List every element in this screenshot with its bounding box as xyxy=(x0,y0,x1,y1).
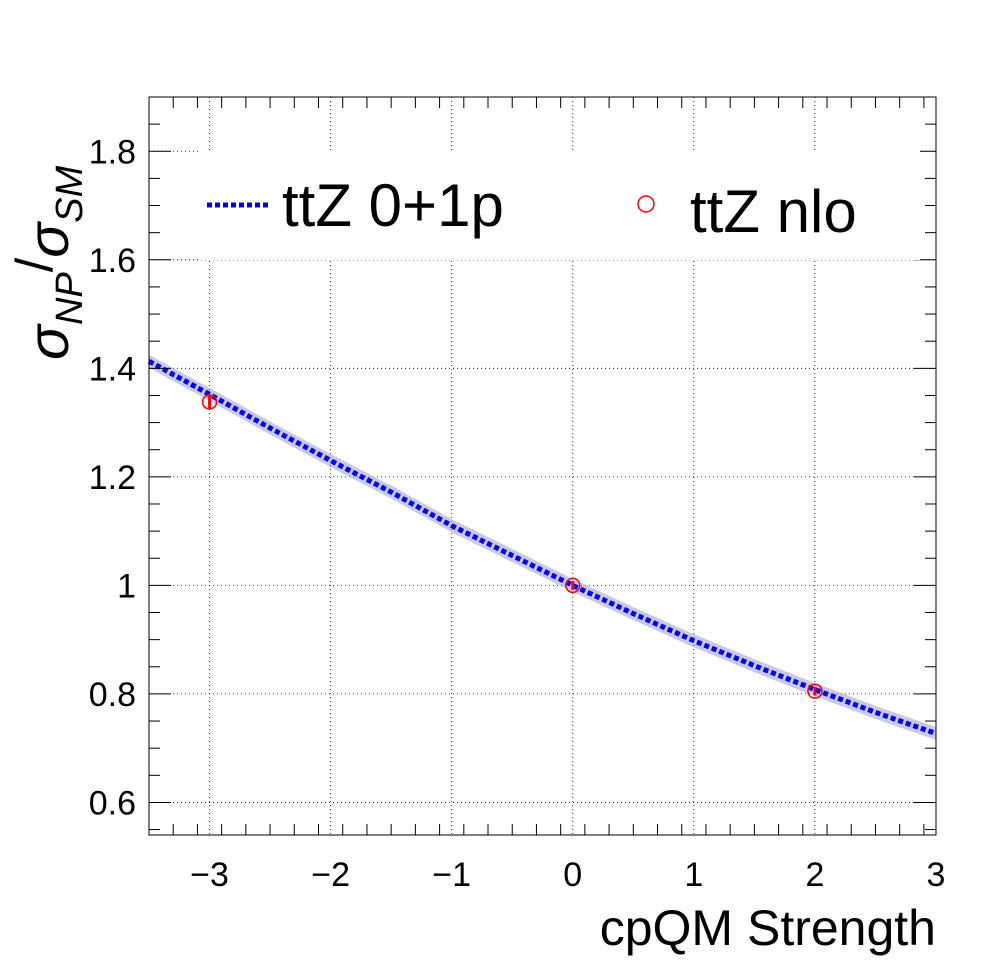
ttz-nlo-point xyxy=(807,683,823,699)
x-tick-label: −2 xyxy=(311,856,350,894)
y-axis-title-sub-num: NP xyxy=(49,272,91,325)
y-axis-title: σNP/σSM xyxy=(6,165,91,360)
y-tick-label: 1.4 xyxy=(89,350,136,388)
y-axis-title-sigma-den: σ xyxy=(16,221,81,258)
x-tick-label: 0 xyxy=(563,856,582,894)
svg-text:σNP/σSM: σNP/σSM xyxy=(6,165,91,360)
y-axis-title-sub-den: SM xyxy=(49,165,91,222)
uncertainty-band xyxy=(149,354,936,741)
x-tick-label: 1 xyxy=(684,856,703,894)
y-tick-label: 1 xyxy=(117,567,136,605)
y-tick-label: 0.6 xyxy=(89,784,136,822)
x-axis-title: cpQM Strength xyxy=(600,900,936,956)
ttz-nlo-point xyxy=(201,394,218,410)
ttz-nlo-point xyxy=(565,577,581,594)
y-tick-label: 1.6 xyxy=(89,242,136,280)
x-tick-label: 3 xyxy=(927,856,946,894)
legend-label-ttz-01p: ttZ 0+1p xyxy=(282,172,504,239)
x-tick-label: −3 xyxy=(190,856,229,894)
axis-ticks xyxy=(148,96,936,835)
series-layer xyxy=(147,359,937,736)
legend-marker-swatch xyxy=(637,195,655,213)
tick-labels: −3 −2 −1 0 1 2 3 0.6 0.8 1 1.2 1.4 1.6 1.8 xyxy=(89,133,946,894)
ttz-01p-uncertainty-band xyxy=(149,354,936,741)
y-axis-title-slash: / xyxy=(6,257,64,272)
legend-label-ttz-nlo: ttZ nlo xyxy=(690,178,857,245)
y-axis-title-sigma-num: σ xyxy=(16,323,81,360)
y-tick-label: 0.8 xyxy=(89,676,136,714)
x-tick-label: 2 xyxy=(805,856,824,894)
y-tick-label: 1.2 xyxy=(89,459,136,497)
plot-frame xyxy=(148,96,937,836)
x-tick-label: −1 xyxy=(432,856,471,894)
legend-background xyxy=(200,150,920,260)
ttz-01p-line xyxy=(147,359,937,736)
y-tick-label: 1.8 xyxy=(89,133,136,171)
